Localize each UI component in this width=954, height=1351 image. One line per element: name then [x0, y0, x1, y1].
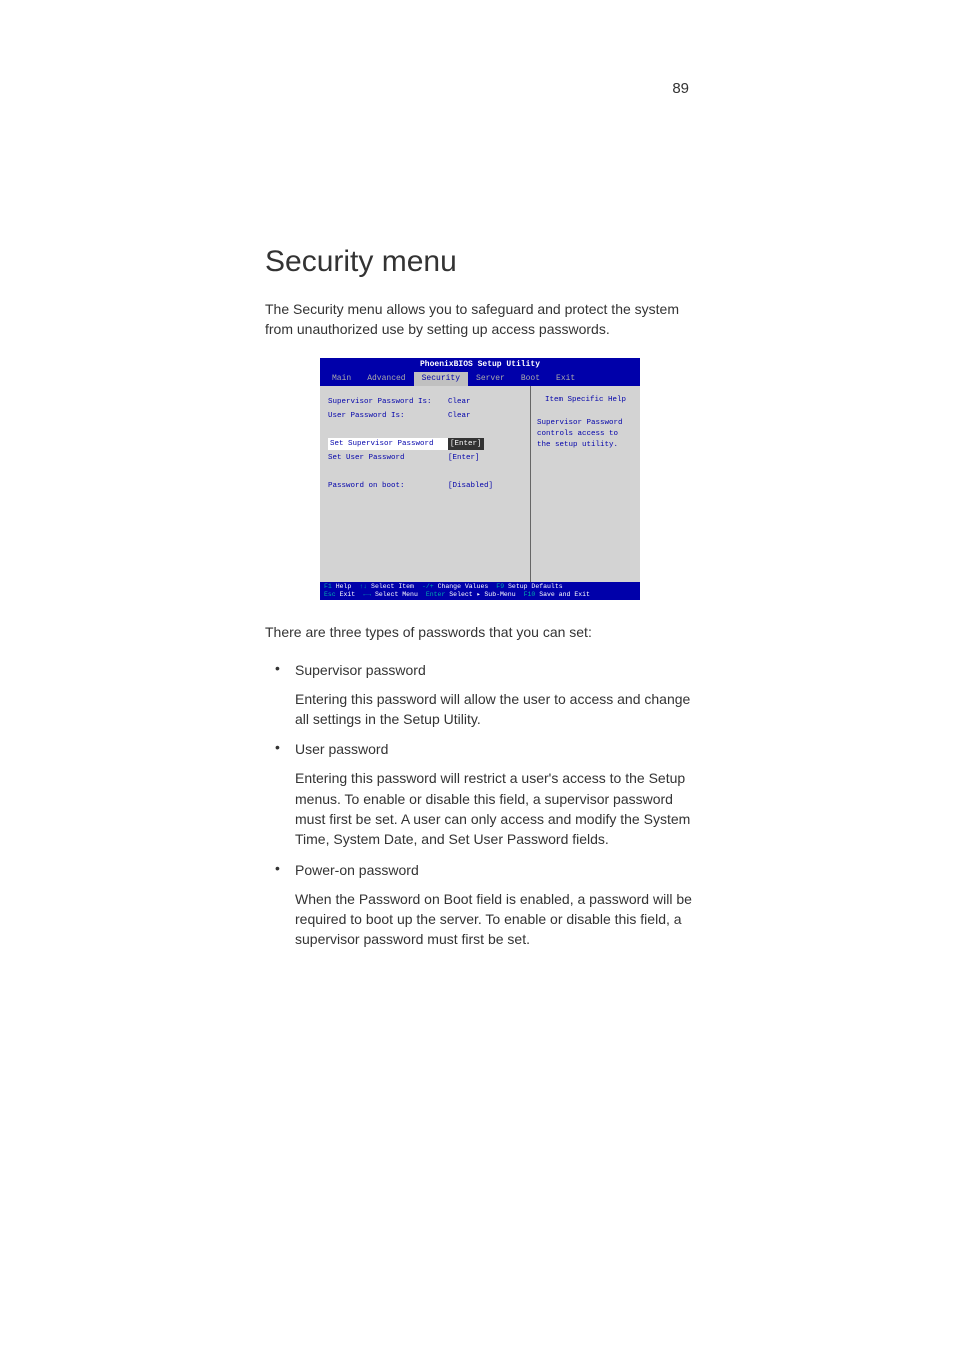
- bios-field-value: Clear: [448, 410, 471, 422]
- bios-title: PhoenixBIOS Setup Utility: [320, 358, 640, 372]
- footer-label: Exit: [340, 591, 356, 598]
- bios-help-panel: Item Specific Help Supervisor Password c…: [530, 386, 640, 582]
- bios-help-title: Item Specific Help: [537, 396, 634, 404]
- bios-field-label: Password on boot:: [328, 480, 448, 492]
- bullet-body: When the Password on Boot field is enabl…: [295, 889, 695, 950]
- bios-screenshot: PhoenixBIOS Setup Utility Main Advanced …: [320, 358, 640, 600]
- bios-row: Password on boot: [Disabled]: [328, 480, 522, 492]
- bios-footer: F1 Help ↑↓ Select Item -/+ Change Values…: [320, 582, 640, 600]
- bios-field-value: [Disabled]: [448, 480, 493, 492]
- bios-row: Supervisor Password Is: Clear: [328, 396, 522, 408]
- bullet-label: User password: [295, 739, 695, 760]
- bullet-body: Entering this password will restrict a u…: [295, 768, 695, 849]
- bios-field-value: [Enter]: [448, 452, 480, 464]
- footer-key: Enter: [426, 591, 446, 598]
- bios-field-value-highlighted: [Enter]: [448, 438, 484, 450]
- footer-label: Change Values: [438, 583, 489, 590]
- bios-tab-advanced: Advanced: [359, 372, 413, 386]
- bios-row-spacer: [328, 466, 522, 478]
- footer-label: Setup Defaults: [508, 583, 563, 590]
- bios-row-spacer: [328, 424, 522, 436]
- footer-key: F9: [496, 583, 504, 590]
- bios-tab-server: Server: [468, 372, 513, 386]
- footer-key: ←→: [363, 591, 371, 598]
- bios-row: Set Supervisor Password [Enter]: [328, 438, 522, 450]
- list-item: User password Entering this password wil…: [265, 739, 695, 849]
- footer-label: Save and Exit: [539, 591, 590, 598]
- intro-paragraph: The Security menu allows you to safeguar…: [265, 299, 695, 340]
- bios-row: User Password Is: Clear: [328, 410, 522, 422]
- bios-body: Supervisor Password Is: Clear User Passw…: [320, 386, 640, 582]
- bios-field-label: Supervisor Password Is:: [328, 396, 448, 408]
- bios-footer-line1: F1 Help ↑↓ Select Item -/+ Change Values…: [324, 583, 636, 591]
- footer-key: Esc: [324, 591, 336, 598]
- bios-field-label: User Password Is:: [328, 410, 448, 422]
- footer-key: ↑↓: [359, 583, 367, 590]
- bios-tab-exit: Exit: [548, 372, 583, 386]
- bullet-body: Entering this password will allow the us…: [295, 689, 695, 730]
- bios-field-label: Set User Password: [328, 452, 448, 464]
- footer-label: Select Item: [371, 583, 414, 590]
- bios-tab-boot: Boot: [513, 372, 548, 386]
- bios-tab-security: Security: [414, 372, 468, 386]
- page-number: 89: [672, 80, 689, 97]
- page-title: Security menu: [265, 245, 695, 279]
- after-screenshot-text: There are three types of passwords that …: [265, 622, 695, 642]
- bios-help-text: Supervisor Password controls access to t…: [537, 418, 634, 452]
- password-types-list: Supervisor password Entering this passwo…: [265, 660, 695, 950]
- bullet-label: Power-on password: [295, 860, 695, 881]
- page-content: Security menu The Security menu allows y…: [265, 245, 695, 960]
- footer-label: Select Menu: [375, 591, 418, 598]
- bios-field-label-highlighted: Set Supervisor Password: [328, 438, 448, 450]
- footer-label: Select ▸ Sub-Menu: [449, 591, 515, 598]
- bios-tab-main: Main: [324, 372, 359, 386]
- bios-main-panel: Supervisor Password Is: Clear User Passw…: [320, 386, 530, 582]
- footer-label: Help: [336, 583, 352, 590]
- list-item: Power-on password When the Password on B…: [265, 860, 695, 950]
- bios-footer-line2: Esc Exit ←→ Select Menu Enter Select ▸ S…: [324, 591, 636, 599]
- bios-row: Set User Password [Enter]: [328, 452, 522, 464]
- footer-key: F10: [524, 591, 536, 598]
- footer-key: F1: [324, 583, 332, 590]
- bios-menubar: Main Advanced Security Server Boot Exit: [320, 372, 640, 386]
- list-item: Supervisor password Entering this passwo…: [265, 660, 695, 730]
- bios-field-value: Clear: [448, 396, 471, 408]
- bullet-label: Supervisor password: [295, 660, 695, 681]
- footer-key: -/+: [422, 583, 434, 590]
